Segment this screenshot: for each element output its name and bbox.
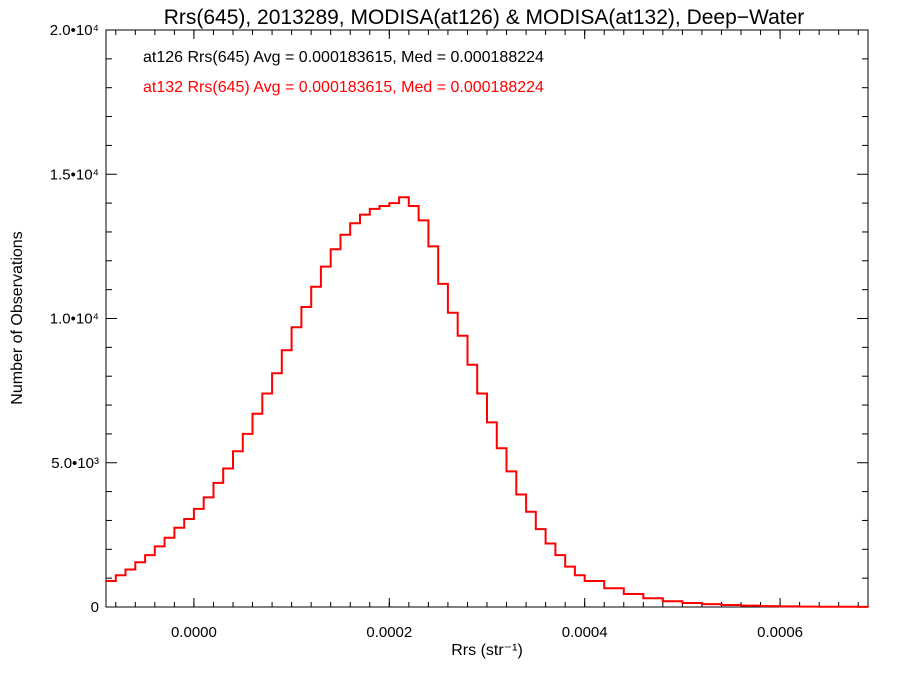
y-axis-label: Number of Observations	[9, 231, 26, 404]
annotation-at132: at132 Rrs(645) Avg = 0.000183615, Med = …	[143, 79, 544, 96]
x-axis-label: Rrs (str⁻¹)	[451, 642, 523, 659]
x-tick-label: 0.0000	[171, 624, 217, 641]
chart-title: Rrs(645), 2013289, MODISA(at126) & MODIS…	[164, 6, 805, 29]
y-tick-label: 5.0•10³	[51, 455, 99, 472]
annotation-at126: at126 Rrs(645) Avg = 0.000183615, Med = …	[143, 49, 544, 66]
y-tick-label: 1.0•10⁴	[50, 311, 99, 328]
series-line	[106, 196, 869, 608]
x-tick-label: 0.0006	[757, 624, 803, 641]
y-tick-label: 1.5•10⁴	[50, 166, 99, 183]
plot-frame	[105, 29, 869, 608]
y-tick-label: 2.0•10⁴	[50, 22, 99, 39]
x-tick-label: 0.0002	[366, 624, 412, 641]
y-tick-label: 0	[91, 599, 99, 616]
x-tick-label: 0.0004	[562, 624, 608, 641]
y-axis-ticks: 0 5.0•10³ 1.0•10⁴ 1.5•10⁴ 2.0•10⁴	[50, 22, 868, 616]
x-axis-ticks: 0.0000 0.0002 0.0004 0.0006	[115, 30, 859, 641]
